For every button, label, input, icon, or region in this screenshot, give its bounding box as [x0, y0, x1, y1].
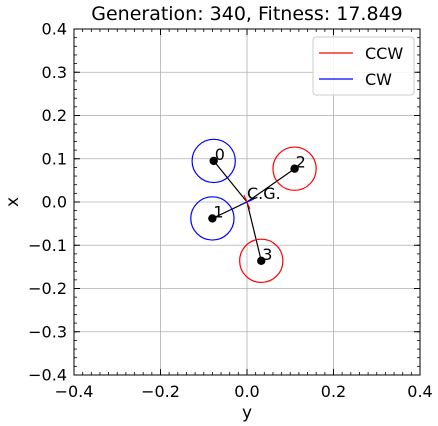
cg-marker [239, 194, 255, 210]
y-tick-label: 0.3 [42, 63, 67, 82]
rotor-arm-3 [246, 201, 262, 261]
motor-point-2 [290, 164, 299, 173]
y-tick-label: 0.2 [42, 106, 67, 125]
legend-label-ccw: CCW [365, 44, 403, 63]
cg-label: C.G. [247, 184, 281, 203]
y-tick-label: 0.1 [42, 149, 67, 168]
legend: CCW CW [312, 36, 415, 96]
rotor-arm-2 [246, 168, 295, 203]
rotor-label-0: 0 [215, 145, 225, 164]
y-tick-label: 0.4 [42, 20, 67, 39]
motor-point-3 [257, 256, 266, 266]
rotor-label-3: 3 [262, 245, 272, 264]
x-tick-label: 0.0 [234, 382, 259, 401]
x-tick-label: 0.4 [407, 382, 432, 401]
x-axis-label: y [242, 403, 252, 423]
rotor-disk-2 [272, 146, 317, 191]
motor-point-1 [208, 214, 217, 223]
rotor-label-2: 2 [296, 153, 306, 172]
rotor-arm-0 [213, 160, 248, 203]
axes-ticks: −0.4 −0.2 0.0 0.2 0.4 −0.4 −0.3 −0.2 −0.1 0.0 0.1 0… [28, 20, 433, 402]
rotor-disk-3 [239, 238, 284, 284]
y-tick-label: −0.2 [28, 279, 67, 298]
y-axis-label: x [3, 197, 23, 207]
x-tick-label: −0.2 [141, 382, 180, 401]
x-tick-label: −0.4 [55, 382, 94, 401]
plot-area: 0 1 2 3 C.G. [190, 138, 317, 284]
y-tick-label: 0.0 [42, 193, 67, 212]
rotor-disk-1 [190, 196, 235, 241]
rotor-disk-0 [191, 138, 236, 184]
y-tick-label: −0.4 [28, 366, 67, 385]
cg-mark-stroke [239, 198, 255, 206]
rotor-label-1: 1 [213, 202, 223, 221]
legend-box [312, 36, 415, 96]
chart-title: Generation: 340, Fitness: 17.849 [91, 3, 403, 25]
motor-point-0 [209, 156, 218, 166]
x-tick-label: 0.2 [321, 382, 346, 401]
legend-label-cw: CW [365, 70, 392, 89]
y-tick-label: −0.3 [28, 322, 67, 341]
y-tick-label: −0.1 [28, 236, 67, 255]
